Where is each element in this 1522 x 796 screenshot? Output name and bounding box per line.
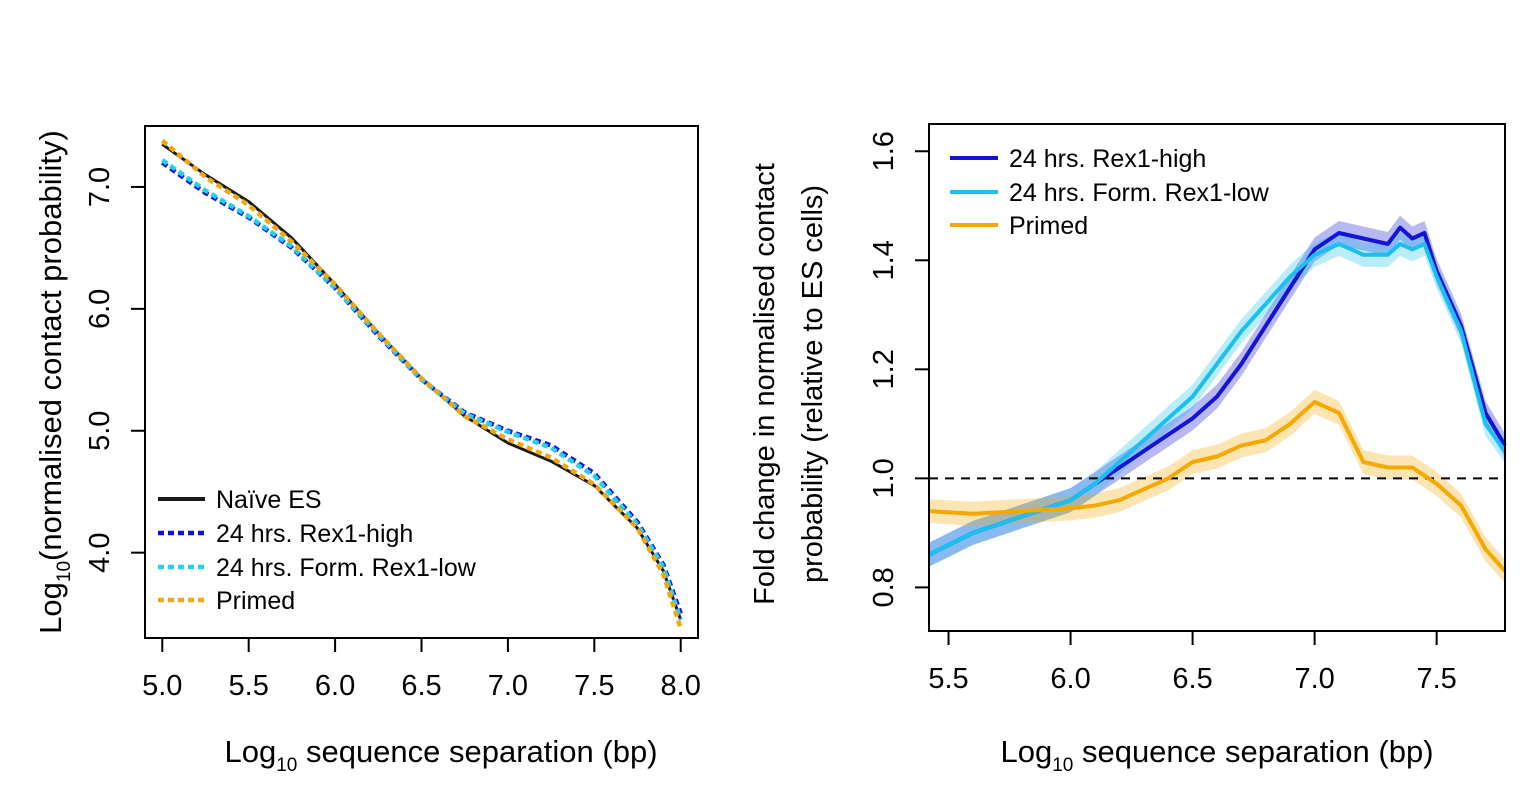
right-y-axis-label-line1: Fold change in normalised contact — [749, 163, 781, 605]
right-legend-label-rex1-high: 24 hrs. Rex1-high — [1009, 145, 1206, 173]
right-y-axis-label-line2: probability (relative to ES cells) — [797, 185, 829, 583]
right-legend: 24 hrs. Rex1-high 24 hrs. Form. Rex1-low… — [950, 145, 1270, 240]
left-legend-label-primed: Primed — [216, 587, 295, 615]
right-y-tick-label: 1.2 — [868, 349, 900, 389]
right-x-axis-label: Log10 sequence separation (bp) — [1000, 734, 1433, 776]
right-plot-frame — [928, 123, 1506, 632]
right-legend-label-rex1-low: 24 hrs. Form. Rex1-low — [1009, 179, 1270, 207]
left-legend-label-rex1-low: 24 hrs. Form. Rex1-low — [216, 554, 477, 582]
right-chart: 5.5 6.0 6.5 7.0 7.5 0.8 1.0 1.2 1.4 1.6 Log10 se… — [749, 123, 1507, 776]
left-y-axis: 4.0 5.0 6.0 7.0 — [84, 167, 145, 573]
left-y-tick-label: 7.0 — [84, 167, 116, 207]
left-x-axis-label: Log10 sequence separation (bp) — [224, 734, 657, 776]
right-x-tick-label: 6.5 — [1172, 663, 1212, 695]
right-y-tick-label: 1.4 — [868, 240, 900, 280]
left-chart: 5.0 5.5 6.0 6.5 7.0 7.5 8.0 4.0 5.0 6.0 7.0 Log10… — [33, 125, 701, 776]
left-legend-label-naive-es: Naïve ES — [216, 486, 322, 514]
left-x-tick-label: 7.0 — [488, 670, 528, 702]
left-x-tick-label: 8.0 — [661, 670, 701, 702]
left-x-tick-label: 6.0 — [315, 670, 355, 702]
right-x-tick-label: 7.0 — [1294, 663, 1334, 695]
left-y-tick-label: 4.0 — [84, 533, 116, 573]
left-series-line-24-hrs-form-rex1-low — [161, 158, 683, 621]
right-band-24-hrs-form-rex1-low — [929, 231, 1505, 567]
right-series-line-primed — [928, 400, 1507, 573]
right-x-tick-label: 6.0 — [1050, 663, 1090, 695]
right-x-tick-label: 5.5 — [928, 663, 968, 695]
right-y-axis: 0.8 1.0 1.2 1.4 1.6 — [868, 131, 929, 608]
left-legend: Naïve ES 24 hrs. Rex1-high 24 hrs. Form.… — [158, 486, 477, 615]
right-x-axis: 5.5 6.0 6.5 7.0 7.5 — [928, 631, 1457, 695]
right-series-group — [928, 225, 1507, 573]
left-x-tick-label: 7.5 — [574, 670, 614, 702]
left-y-tick-label: 5.0 — [84, 411, 116, 451]
right-confidence-bands — [929, 215, 1505, 584]
right-y-tick-label: 0.8 — [868, 567, 900, 607]
right-band-24-hrs-rex1-high — [929, 215, 1505, 567]
left-series-line-primed — [160, 138, 683, 629]
left-x-axis: 5.0 5.5 6.0 6.5 7.0 7.5 8.0 — [142, 638, 701, 702]
right-y-tick-label: 1.6 — [868, 131, 900, 171]
left-y-tick-label: 6.0 — [84, 289, 116, 329]
left-legend-label-rex1-high: 24 hrs. Rex1-high — [216, 520, 413, 548]
right-x-tick-label: 7.5 — [1416, 663, 1456, 695]
right-series-line-24-hrs-form-rex1-low — [928, 241, 1507, 557]
left-x-tick-label: 5.5 — [229, 670, 269, 702]
left-series-group — [160, 138, 683, 629]
right-band-primed — [929, 390, 1505, 584]
left-y-axis-label: Log10(normalised contact probability) — [33, 130, 75, 634]
left-x-tick-label: 6.5 — [401, 670, 441, 702]
right-legend-label-primed: Primed — [1009, 212, 1088, 240]
left-x-tick-label: 5.0 — [142, 670, 182, 702]
right-y-tick-label: 1.0 — [868, 458, 900, 498]
